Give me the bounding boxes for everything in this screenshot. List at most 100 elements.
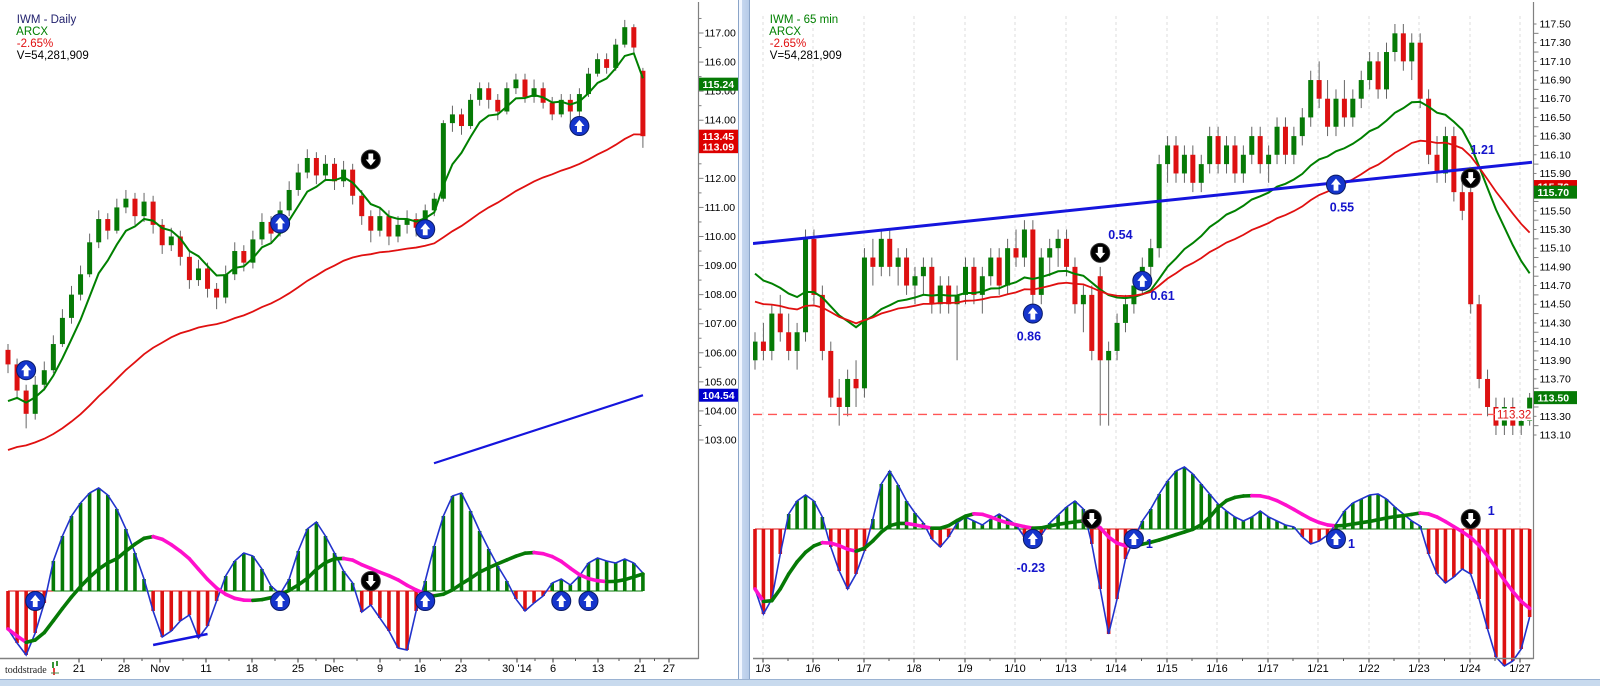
- candle-body: [853, 378, 859, 389]
- arrow-glyph: [1086, 513, 1097, 525]
- candle-body: [1291, 136, 1297, 155]
- signal-value-label: 0.55: [1330, 201, 1354, 215]
- candle-body: [1148, 248, 1154, 267]
- price-axis-label: 111.00: [705, 202, 736, 214]
- time-axis-label: 9: [377, 663, 383, 675]
- candle-body: [78, 274, 84, 295]
- candle-body: [1080, 294, 1086, 305]
- candle-body: [186, 256, 192, 281]
- candle-body: [971, 266, 977, 295]
- signal-value-label: -0.23: [1017, 561, 1046, 575]
- candle-body: [150, 201, 156, 225]
- candle-body: [123, 198, 129, 208]
- signal-line-segment: [42, 618, 56, 635]
- price-trendline: [752, 160, 1533, 246]
- slow-ma-line: [754, 139, 1531, 325]
- candle-body: [549, 102, 555, 115]
- time-axis-label: 1/9: [957, 663, 972, 675]
- oscillator-envelope-line: [7, 487, 644, 657]
- candle-body: [904, 257, 910, 286]
- signal-line-segment: [468, 570, 482, 581]
- candle-body: [1442, 136, 1448, 174]
- time-axis-label: 28: [118, 663, 130, 675]
- candle-body: [114, 207, 120, 231]
- price-badge: [699, 388, 738, 402]
- time-axis-label: 25: [292, 663, 304, 675]
- price-badge: [699, 77, 738, 91]
- candle-body: [214, 288, 220, 298]
- candle-body: [413, 219, 419, 228]
- brand-toddstrade: toddstrade: [5, 661, 61, 676]
- panel-divider[interactable]: [738, 0, 753, 679]
- candle-body: [96, 219, 102, 243]
- candle-body: [1434, 154, 1440, 174]
- price-axis-label: 116.90: [1540, 75, 1571, 87]
- signal-line-segment: [778, 572, 791, 591]
- signal-line-segment: [33, 630, 47, 642]
- price-axis-label: 115.30: [1540, 224, 1571, 236]
- candle-body: [5, 349, 11, 365]
- price-axis-label: 113.30: [1540, 411, 1571, 423]
- candle-body: [769, 313, 775, 351]
- price-badge-value: 113.09: [703, 142, 735, 154]
- price-axis-label: 109.00: [705, 260, 737, 272]
- candle-body: [468, 99, 474, 127]
- candle-body: [105, 219, 111, 231]
- signal-line-segment: [871, 530, 884, 543]
- candle-body: [1459, 192, 1465, 211]
- signal-line-segment: [78, 575, 92, 589]
- signal-value-label: 0.86: [1017, 330, 1041, 344]
- chart-plot-area[interactable]: [753, 0, 1534, 679]
- signal-line-segment: [169, 542, 183, 553]
- price-axis-label: 114.10: [1540, 336, 1571, 348]
- candle-body: [486, 88, 492, 100]
- time-axis-label: 1/15: [1156, 663, 1177, 675]
- window-bottom-strip: [0, 679, 1600, 686]
- time-axis-label: 1/27: [1509, 663, 1530, 675]
- exchange-label: ARCX: [16, 26, 49, 38]
- candle-body: [1013, 248, 1019, 258]
- volume-label: V=54,281,909: [769, 50, 842, 62]
- time-axis-label: 1/8: [906, 663, 921, 675]
- arrow-glyph: [1027, 307, 1038, 320]
- chart-plot-area[interactable]: [0, 0, 699, 679]
- candle-body: [41, 370, 47, 385]
- price-axis-label: 115.90: [1540, 168, 1571, 180]
- candle-body: [912, 276, 918, 286]
- candle-body: [1165, 145, 1171, 165]
- candle-body: [1257, 136, 1263, 165]
- chart-daily[interactable]: 117.00116.00115.00114.00113.00112.00111.…: [0, 0, 738, 679]
- signal-line-segment: [1216, 498, 1229, 510]
- arrow-glyph: [1137, 274, 1148, 287]
- time-axis-label: 23: [455, 663, 467, 675]
- candle-body: [1282, 126, 1288, 155]
- exchange-label: ARCX: [769, 26, 802, 38]
- signal-line-segment: [1494, 566, 1507, 583]
- time-axis-label: 21: [634, 663, 646, 675]
- candle-body: [1299, 117, 1305, 137]
- price-axis-label: 114.70: [1540, 280, 1571, 292]
- candle-body: [1122, 304, 1128, 323]
- signal-line-segment: [96, 561, 110, 571]
- candle-body: [241, 251, 247, 263]
- blue-ma-line: [433, 394, 644, 465]
- candle-body: [1316, 80, 1322, 99]
- candle-body: [504, 88, 510, 112]
- time-axis-label: 1/16: [1206, 663, 1227, 675]
- signal-line-segment: [1199, 515, 1212, 527]
- price-badge: [1534, 185, 1577, 199]
- arrow-glyph: [574, 120, 585, 133]
- time-axis-label: 1/3: [755, 663, 770, 675]
- arrow-glyph: [556, 595, 567, 607]
- candle-body: [531, 88, 537, 97]
- price-axis-label: 116.70: [1540, 93, 1571, 105]
- candle-body: [141, 201, 147, 217]
- chart-65min[interactable]: 113.32 117.50 117.30 117.10 116.90 116.70 116.…: [752, 0, 1578, 679]
- price-axis-label: 108.00: [705, 289, 737, 301]
- candle-body: [1451, 136, 1457, 193]
- candle-body: [431, 198, 437, 211]
- price-axis-label: 113.90: [1540, 355, 1571, 367]
- time-axis-label: 1/24: [1459, 663, 1480, 675]
- candle-body: [963, 266, 968, 295]
- candle-body: [404, 219, 410, 225]
